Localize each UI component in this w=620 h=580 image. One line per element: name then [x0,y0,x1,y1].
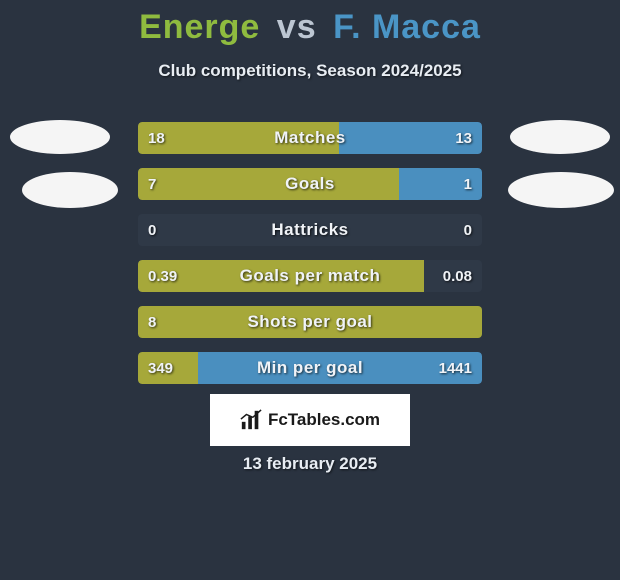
bar-row: 0.390.08Goals per match [138,260,482,292]
bar-row: 3491441Min per goal [138,352,482,384]
bar-label: Matches [138,122,482,154]
comparison-bars: 1813Matches 71Goals 00Hattricks 0.390.08Goa… [138,122,482,398]
player1-club-badge [22,172,118,208]
player2-name: F. Macca [333,8,481,46]
player1-avatar [10,120,110,154]
bar-label: Goals [138,168,482,200]
bar-row: 71Goals [138,168,482,200]
fctables-logo: FcTables.com [210,394,410,446]
chart-icon [240,409,262,431]
bar-label: Hattricks [138,214,482,246]
player1-name: Energe [139,8,260,46]
bar-label: Goals per match [138,260,482,292]
vs-label: vs [277,8,317,46]
bar-label: Shots per goal [138,306,482,338]
bar-row: 1813Matches [138,122,482,154]
page-title: Energe vs F. Macca [0,0,620,47]
logo-text: FcTables.com [268,410,380,430]
player2-club-badge [508,172,614,208]
bar-row: 00Hattricks [138,214,482,246]
date-label: 13 february 2025 [0,454,620,474]
bar-label: Min per goal [138,352,482,384]
bar-row: 8Shots per goal [138,306,482,338]
subtitle: Club competitions, Season 2024/2025 [0,61,620,81]
player2-avatar [510,120,610,154]
